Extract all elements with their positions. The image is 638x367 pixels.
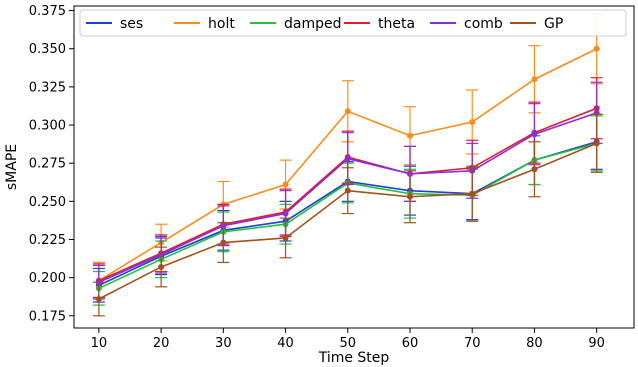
x-tick-label: 60 (402, 336, 419, 351)
data-point (344, 187, 351, 194)
y-tick-label: 0.200 (29, 271, 66, 286)
legend-item-ses: ses (86, 16, 143, 32)
y-tick-label: 0.350 (29, 42, 66, 57)
legend-item-theta: theta (344, 16, 415, 32)
y-tick-label: 0.275 (29, 157, 66, 172)
data-point (407, 193, 413, 200)
data-point (469, 118, 476, 125)
x-tick-label: 90 (588, 336, 605, 351)
data-point (282, 210, 289, 217)
y-tick-label: 0.375 (29, 4, 66, 19)
x-tick-label: 70 (464, 336, 481, 351)
legend: ses holt damped theta comb GP (79, 9, 627, 37)
data-point (531, 76, 538, 83)
legend-label: theta (378, 16, 415, 32)
plot-frame (73, 5, 635, 329)
data-point (469, 190, 476, 197)
data-point (531, 166, 538, 173)
legend-item-holt: holt (174, 16, 235, 32)
x-axis-label: Time Step (318, 350, 390, 366)
y-tick-label: 0.300 (29, 119, 66, 134)
data-point (344, 155, 351, 162)
x-tick-label: 30 (215, 336, 232, 351)
x-tick-label: 10 (91, 336, 108, 351)
data-point (407, 132, 413, 139)
data-point (95, 296, 102, 303)
legend-item-damped: damped (250, 16, 342, 32)
legend-label: holt (208, 16, 235, 32)
y-tick-label: 0.325 (29, 80, 66, 95)
data-point (220, 239, 227, 246)
x-tick-label: 50 (340, 336, 357, 351)
legend-label: ses (120, 16, 143, 32)
y-axis-label: sMAPE (4, 144, 20, 190)
legend-label: GP (544, 16, 563, 32)
x-tick-label: 80 (526, 336, 543, 351)
data-point (282, 181, 289, 188)
series-gp (92, 113, 603, 317)
data-point (282, 234, 289, 241)
legend-item-gp: GP (510, 16, 563, 32)
series-layer (92, 13, 603, 317)
y-tick-label: 0.225 (29, 233, 66, 248)
data-point (158, 263, 165, 270)
x-tick-label: 40 (277, 336, 294, 351)
y-tick-label: 0.250 (29, 195, 66, 210)
x-tick-label: 20 (153, 336, 170, 351)
legend-label: damped (284, 16, 342, 32)
data-point (593, 45, 600, 52)
y-tick-label: 0.175 (29, 309, 66, 324)
legend-label: comb (464, 16, 503, 32)
axes: 10 20 30 40 50 60 70 80 90 0.175 0.200 0.225 0.250 0.… (29, 4, 605, 351)
data-point (531, 131, 538, 138)
legend-item-comb: comb (430, 16, 503, 32)
data-point (344, 108, 351, 115)
data-point (593, 140, 600, 147)
